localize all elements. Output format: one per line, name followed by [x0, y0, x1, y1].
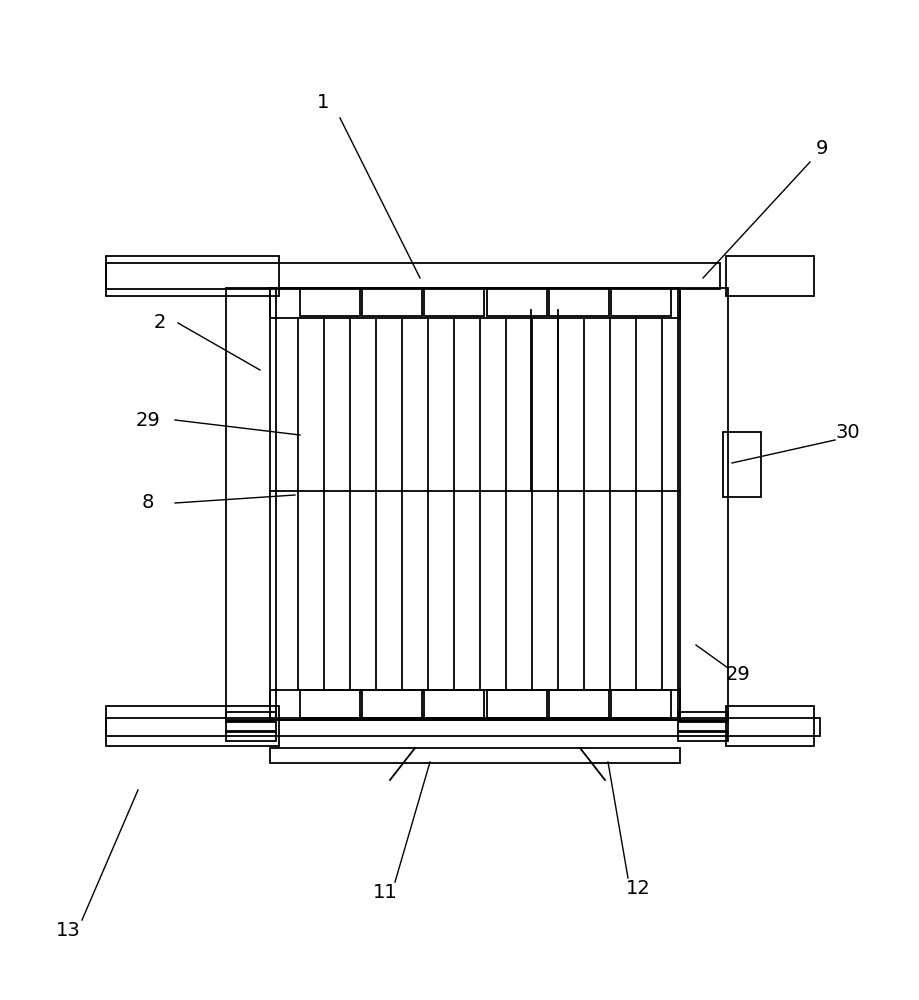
Bar — [678, 722, 728, 731]
Bar — [226, 712, 276, 721]
Text: 29: 29 — [136, 410, 161, 430]
Bar — [726, 256, 814, 296]
Bar — [362, 288, 422, 316]
Text: 13: 13 — [56, 920, 80, 940]
Bar — [226, 722, 276, 731]
Bar — [106, 256, 279, 296]
Bar — [270, 748, 680, 763]
Bar — [300, 690, 360, 718]
Text: 29: 29 — [726, 666, 751, 684]
Bar — [106, 706, 279, 746]
Text: 30: 30 — [835, 424, 860, 442]
Bar — [270, 288, 680, 318]
Bar — [723, 432, 761, 497]
Bar — [678, 712, 728, 721]
Bar — [487, 288, 547, 316]
Bar — [424, 288, 484, 316]
Bar — [611, 288, 671, 316]
Bar — [226, 288, 276, 720]
Bar — [106, 718, 820, 736]
Bar — [300, 288, 360, 316]
Bar — [270, 690, 680, 720]
Bar — [424, 690, 484, 718]
Text: 9: 9 — [816, 138, 828, 157]
Bar — [362, 690, 422, 718]
Bar — [270, 288, 680, 720]
Bar — [226, 732, 276, 741]
Text: 11: 11 — [372, 884, 397, 902]
Bar — [106, 263, 720, 289]
Text: 2: 2 — [153, 314, 166, 332]
Bar — [549, 288, 609, 316]
Bar — [611, 690, 671, 718]
Text: 8: 8 — [142, 493, 154, 512]
Bar — [726, 706, 814, 746]
Text: 1: 1 — [317, 94, 329, 112]
Text: 12: 12 — [626, 879, 651, 898]
Bar — [487, 690, 547, 718]
Bar — [678, 732, 728, 741]
Bar — [549, 690, 609, 718]
Bar — [678, 288, 728, 720]
